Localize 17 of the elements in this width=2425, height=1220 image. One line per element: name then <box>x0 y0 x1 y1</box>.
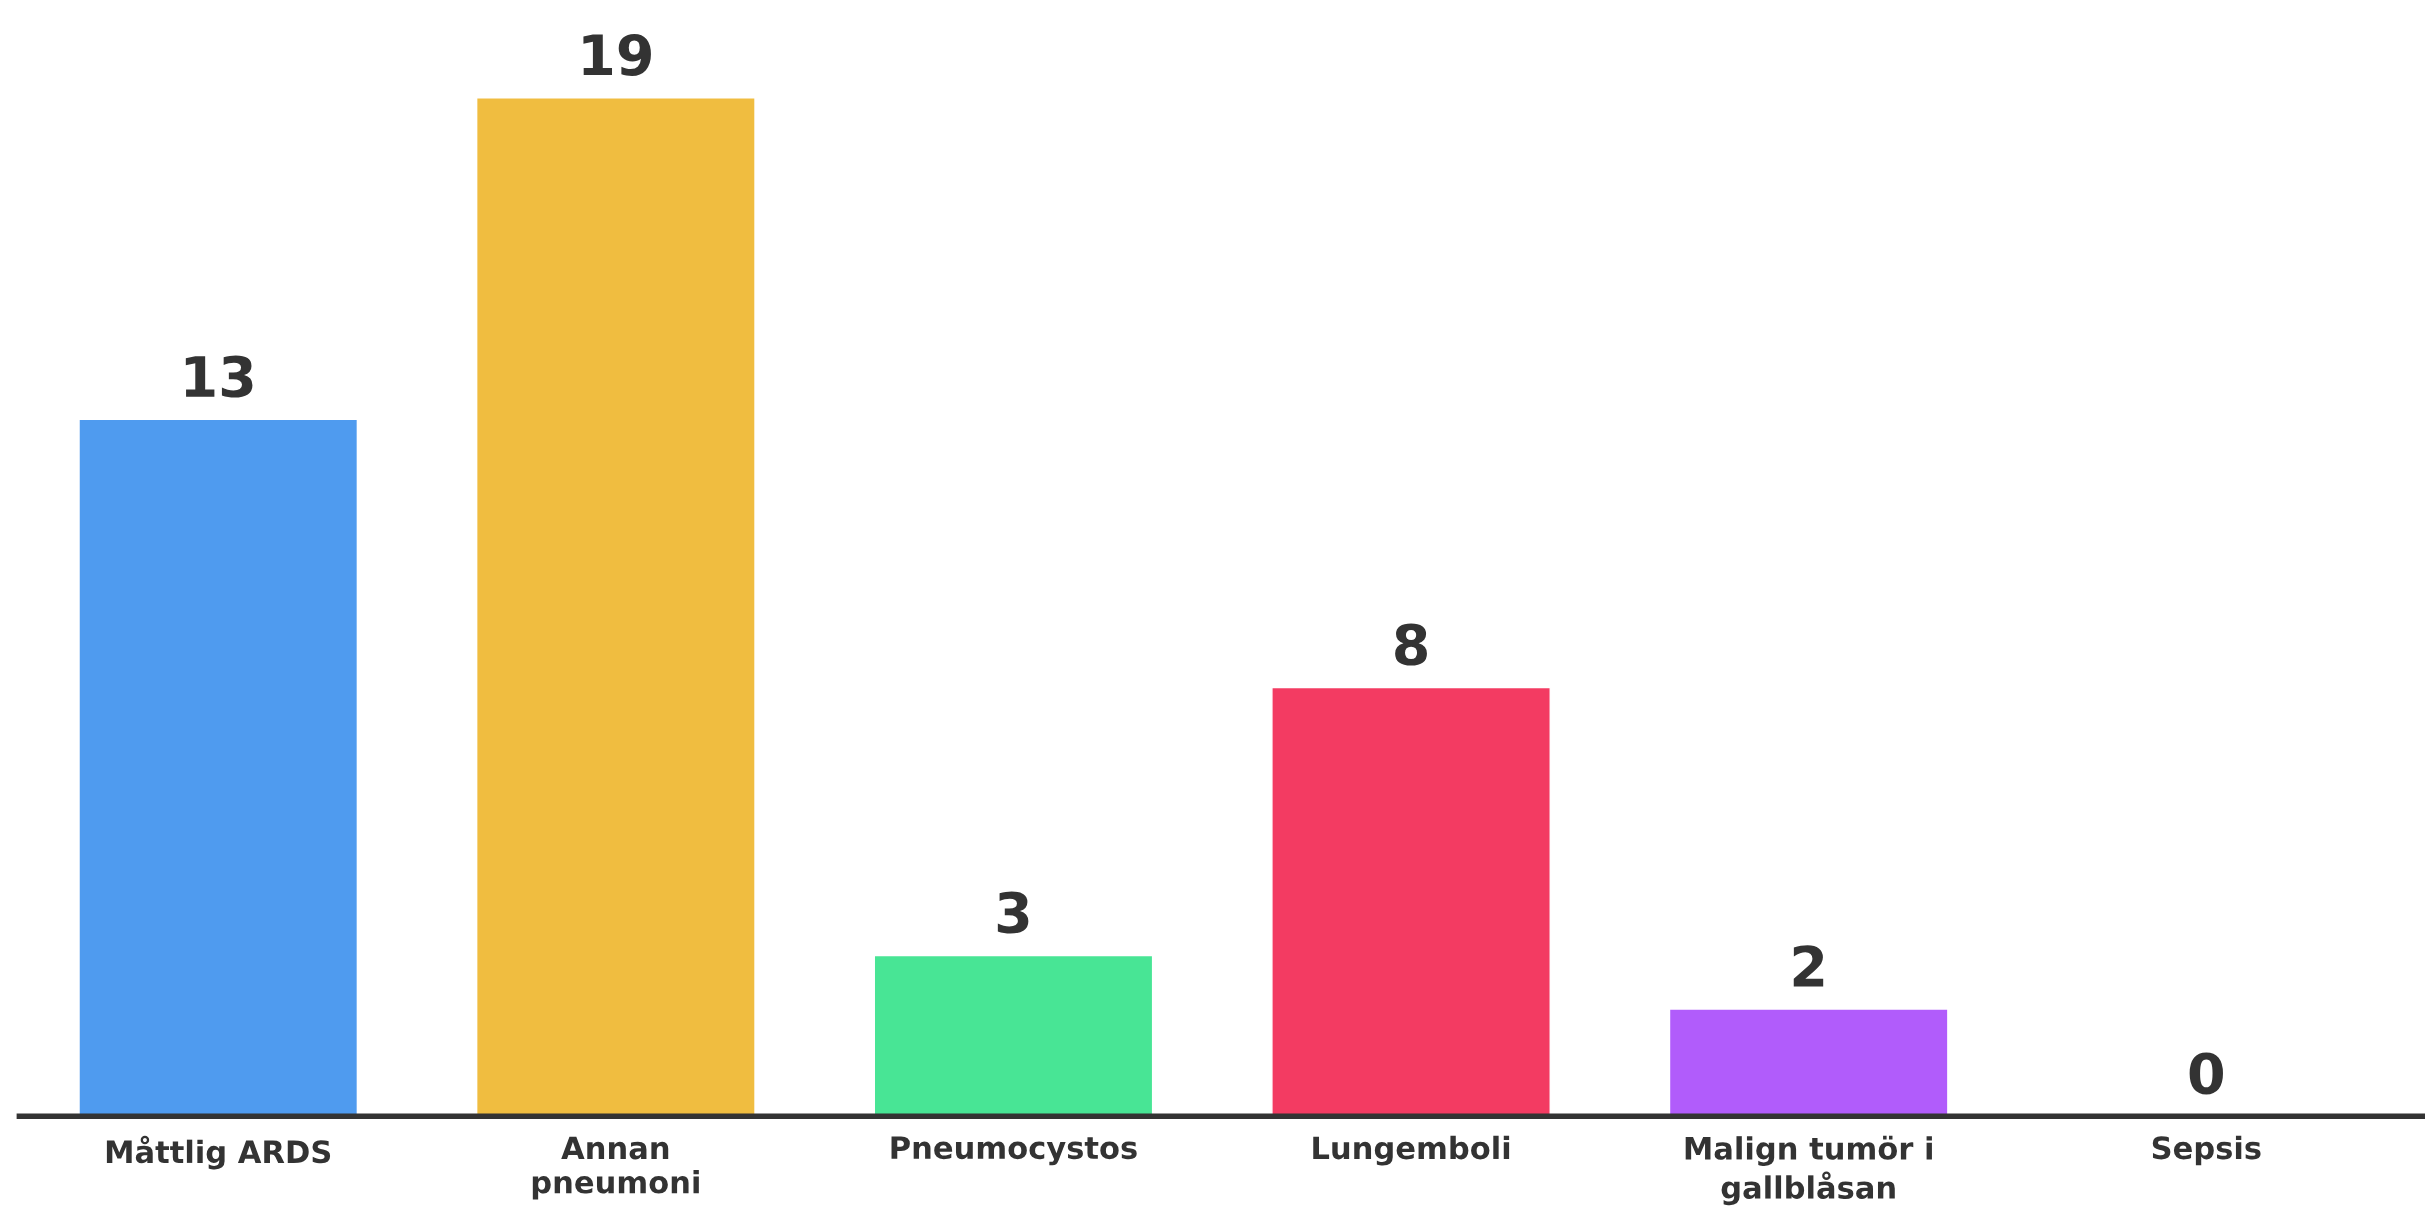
x-tick-label: Lungemboli <box>1313 1135 1510 1166</box>
bar <box>475 97 756 1117</box>
data-label: 2 <box>1793 945 1824 987</box>
x-tick-label: Malign tumör i gallblåsan <box>1685 1135 1932 1206</box>
x-tick-label: Måttlig ARDS <box>106 1135 331 1170</box>
bar <box>873 954 1154 1117</box>
x-tick-label: Annan pneumoni <box>532 1136 699 1200</box>
bar <box>78 418 359 1117</box>
data-label: 13 <box>185 355 253 398</box>
x-tick-label: Pneumocystos <box>891 1136 1137 1166</box>
x-tick-label: Sepsis <box>2152 1135 2261 1166</box>
data-label: 8 <box>1395 623 1427 666</box>
data-label: 0 <box>2189 1052 2223 1095</box>
bar <box>1668 1008 1949 1117</box>
bar <box>1271 686 1551 1117</box>
data-label: 19 <box>583 33 651 76</box>
data-label: 3 <box>997 891 1029 934</box>
